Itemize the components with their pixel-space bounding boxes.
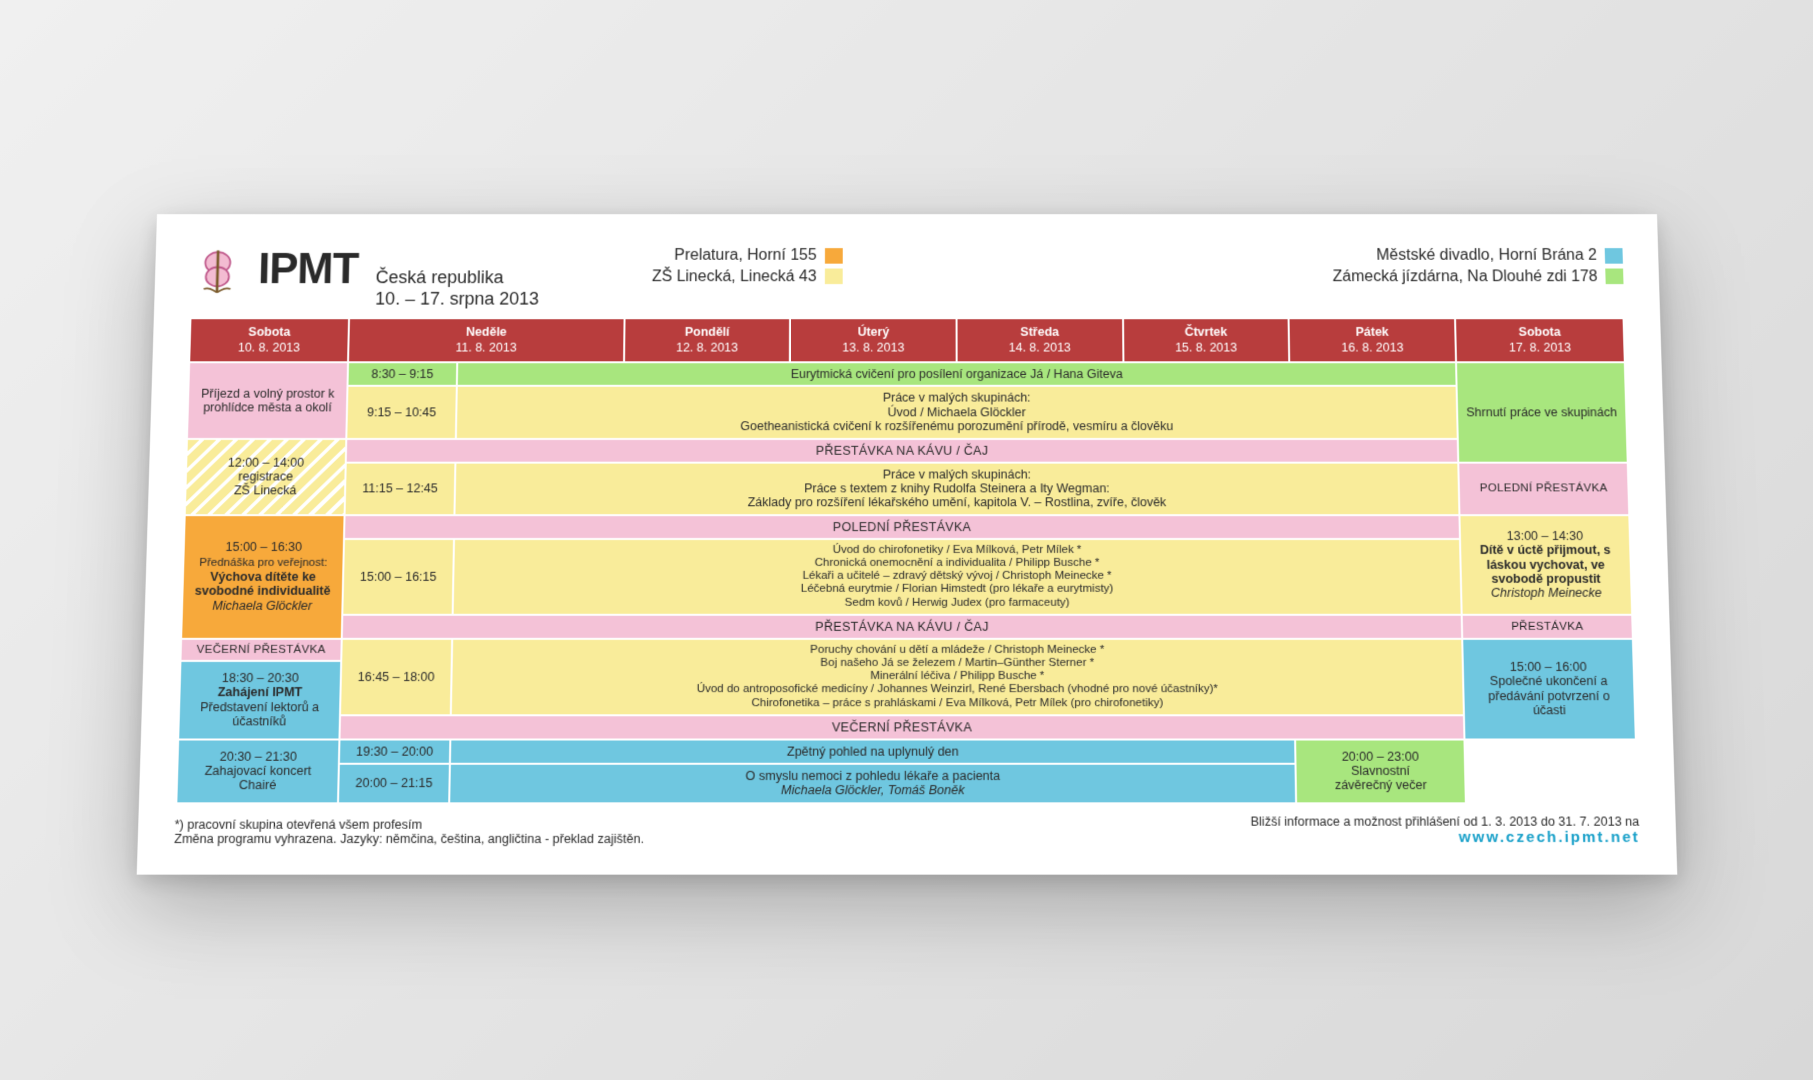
legend-label: Prelatura, Horní 155 (674, 245, 817, 266)
cell-review: Zpětný pohled na uplynulý den (449, 740, 1295, 764)
legend-label: Městské divadlo, Horní Brána 2 (1376, 245, 1597, 266)
title-block: IPMT Česká republika 10. – 17. srpna 201… (257, 245, 540, 309)
day-header: Čtvrtek15. 8. 2013 (1122, 319, 1289, 363)
time-cell: 11:15 – 12:45 (344, 462, 455, 515)
country-label: Česká republika (375, 268, 539, 289)
break-label: PŘESTÁVKA NA KÁVU / ČAJ (341, 615, 1461, 639)
cell-concert: 20:30 – 21:30 Zahajovací koncert Chairé (176, 740, 339, 804)
cell-small-groups-2: Práce v malých skupinách: Práce s textem… (454, 462, 1459, 515)
ipmt-logo-icon (190, 245, 245, 298)
time-cell: 8:30 – 9:15 (347, 363, 457, 387)
table-row: 15:00 – 16:30 Přednáška pro veřejnost: V… (184, 515, 1630, 539)
cell-arrival: Příjezd a volný prostor k prohlídce měst… (186, 363, 347, 439)
break-label: PŘESTÁVKA (1461, 615, 1632, 639)
table-row: 15:00 – 16:15 Úvod do chirofonetiky / Ev… (181, 539, 1631, 615)
table-row: PŘESTÁVKA NA KÁVU / ČAJ PŘESTÁVKA (181, 615, 1633, 639)
legend-label: Zámecká jízdárna, Na Dlouhé zdi 178 (1332, 266, 1597, 287)
time-cell: 15:00 – 16:15 (342, 539, 454, 615)
break-label: PŘESTÁVKA NA KÁVU / ČAJ (345, 439, 1458, 463)
cell-eurythmy: Eurytmická cvičení pro posílení organiza… (456, 363, 1456, 387)
header: IPMT Česká republika 10. – 17. srpna 201… (189, 245, 1624, 309)
website-url: www.czech.ipmt.net (1250, 829, 1639, 846)
schedule-table: Sobota10. 8. 2013 Neděle11. 8. 2013 Pond… (175, 318, 1638, 805)
cell-workshops-1: Úvod do chirofonetiky / Eva Mílková, Pet… (452, 539, 1461, 615)
table-row: 12:00 – 14:00 registrace ZŠ Linecká PŘES… (186, 439, 1627, 463)
time-cell: 16:45 – 18:00 (340, 639, 452, 716)
day-header: Pátek16. 8. 2013 (1288, 319, 1455, 363)
swatch-icon (1604, 248, 1622, 264)
dates-label: 10. – 17. srpna 2013 (375, 289, 539, 310)
cell-workshops-2: Poruchy chování u dětí a mládeže / Chris… (450, 639, 1463, 716)
footnote-2: Změna programu vyhrazena. Jazyky: němčin… (174, 832, 644, 846)
time-cell: 20:00 – 21:15 (338, 764, 450, 803)
legend-label: ZŠ Linecká, Linecká 43 (651, 266, 816, 287)
break-label: POLEDNÍ PŘESTÁVKA (1458, 462, 1629, 515)
table-row: VEČERNÍ PŘESTÁVKA 16:45 – 18:00 Poruchy … (180, 639, 1633, 661)
info-label: Bližší informace a možnost přihlášení od… (1250, 814, 1639, 828)
footer-info: Bližší informace a možnost přihlášení od… (1250, 814, 1639, 846)
table-row: Příjezd a volný prostor k prohlídce měst… (188, 363, 1625, 387)
day-header: Sobota10. 8. 2013 (189, 319, 349, 363)
footer: *) pracovní skupina otevřená všem profes… (174, 814, 1640, 846)
swatch-icon (824, 269, 842, 285)
legend-center: Prelatura, Horní 155 ZŠ Linecká, Linecká… (651, 245, 841, 287)
day-header: Sobota17. 8. 2013 (1455, 319, 1625, 363)
empty-cell (1464, 740, 1637, 804)
cell-closing: 15:00 – 16:00 Společné ukončení a předáv… (1462, 639, 1636, 740)
footer-notes: *) pracovní skupina otevřená všem profes… (174, 817, 644, 846)
break-label: VEČERNÍ PŘESTÁVKA (339, 715, 1464, 739)
brochure: IPMT Česká republika 10. – 17. srpna 201… (136, 214, 1677, 874)
break-label: POLEDNÍ PŘESTÁVKA (344, 515, 1460, 539)
footnote-1: *) pracovní skupina otevřená všem profes… (174, 817, 644, 831)
cell-summary: Shrnutí práce ve skupinách (1456, 363, 1628, 463)
table-row: 20:30 – 21:30 Zahajovací koncert Chairé … (177, 740, 1636, 764)
legend-right: Městské divadlo, Horní Brána 2 Zámecká j… (1332, 245, 1623, 287)
day-header: Pondělí12. 8. 2013 (623, 319, 790, 363)
subtitle: Česká republika 10. – 17. srpna 2013 (375, 268, 539, 310)
cell-sat2-talk: 13:00 – 14:30 Dítě v úctě přijmout, s lá… (1459, 515, 1632, 615)
time-cell: 9:15 – 10:45 (346, 386, 457, 438)
swatch-icon (1605, 269, 1623, 285)
break-label: VEČERNÍ PŘESTÁVKA (180, 639, 341, 661)
cell-public-lecture: 15:00 – 16:30 Přednáška pro veřejnost: V… (181, 515, 344, 639)
cell-gala: 20:00 – 23:00 Slavnostní závěrečný večer (1295, 740, 1465, 804)
cell-opening: 18:30 – 20:30 Zahájení IPMT Představení … (178, 661, 341, 740)
day-header: Neděle11. 8. 2013 (348, 319, 624, 363)
table-row: VEČERNÍ PŘESTÁVKA (178, 715, 1636, 739)
swatch-icon (824, 248, 842, 264)
day-header: Úterý13. 8. 2013 (790, 319, 956, 363)
table-row: 9:15 – 10:45 Práce v malých skupinách: Ú… (186, 386, 1626, 438)
time-cell: 19:30 – 20:00 (338, 740, 449, 764)
main-title: IPMT (257, 245, 358, 294)
day-header: Středa14. 8. 2013 (956, 319, 1123, 363)
cell-small-groups-1: Práce v malých skupinách: Úvod / Michael… (455, 386, 1457, 438)
table-row: 11:15 – 12:45 Práce v malých skupinách: … (184, 462, 1629, 515)
cell-registration: 12:00 – 14:00 registrace ZŠ Linecká (184, 439, 346, 515)
cell-evening-lecture: O smyslu nemoci z pohledu lékaře a pacie… (449, 764, 1296, 803)
header-row: Sobota10. 8. 2013 Neděle11. 8. 2013 Pond… (189, 319, 1625, 363)
